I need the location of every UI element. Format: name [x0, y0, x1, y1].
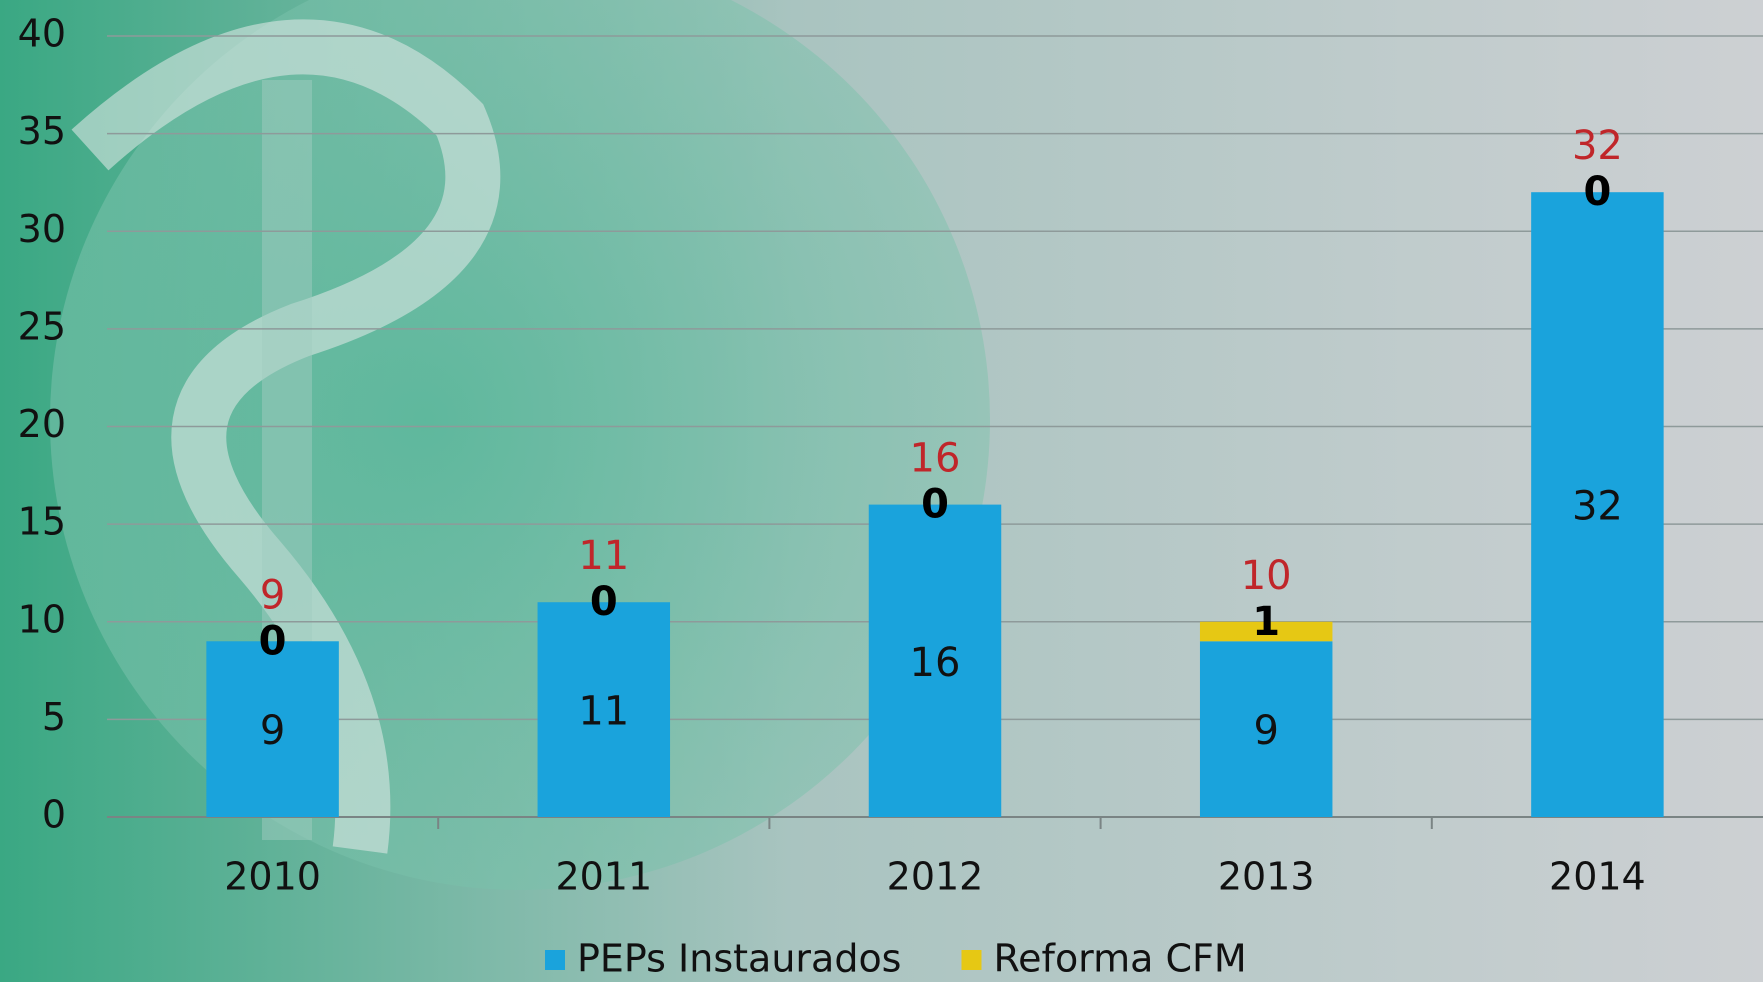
y-tick-label: 10	[18, 597, 66, 641]
data-label: 0	[921, 482, 949, 528]
legend-swatch	[545, 950, 565, 970]
data-label: 9	[1253, 708, 1278, 754]
y-tick-label: 30	[18, 207, 66, 251]
legend-label: Reforma CFM	[993, 937, 1246, 981]
data-label: 9	[260, 708, 285, 754]
chart: 0510152025303540201090920111101120121601…	[0, 0, 1763, 982]
y-tick-label: 35	[18, 109, 66, 153]
y-tick-label: 0	[42, 793, 66, 837]
data-label: 0	[1583, 169, 1611, 215]
x-tick-label: 2013	[1218, 855, 1315, 899]
data-label: 0	[590, 579, 618, 625]
total-label: 32	[1572, 123, 1623, 169]
data-label: 0	[259, 618, 287, 664]
total-label: 11	[578, 533, 629, 579]
legend-label: PEPs Instaurados	[577, 937, 901, 981]
data-label: 1	[1252, 599, 1280, 645]
y-tick-label: 25	[18, 304, 66, 348]
total-label: 9	[260, 572, 285, 618]
x-tick-label: 2014	[1549, 855, 1646, 899]
total-label: 10	[1241, 553, 1292, 599]
legend-swatch	[961, 950, 981, 970]
x-tick-label: 2011	[555, 855, 652, 899]
y-tick-label: 15	[18, 500, 66, 544]
total-label: 16	[910, 436, 961, 482]
data-label: 11	[578, 689, 629, 735]
x-tick-label: 2012	[887, 855, 984, 899]
y-tick-label: 5	[42, 695, 66, 739]
data-label: 16	[910, 640, 961, 686]
y-tick-label: 20	[18, 402, 66, 446]
y-tick-label: 40	[18, 12, 66, 56]
data-label: 32	[1572, 484, 1623, 530]
x-tick-label: 2010	[224, 855, 321, 899]
